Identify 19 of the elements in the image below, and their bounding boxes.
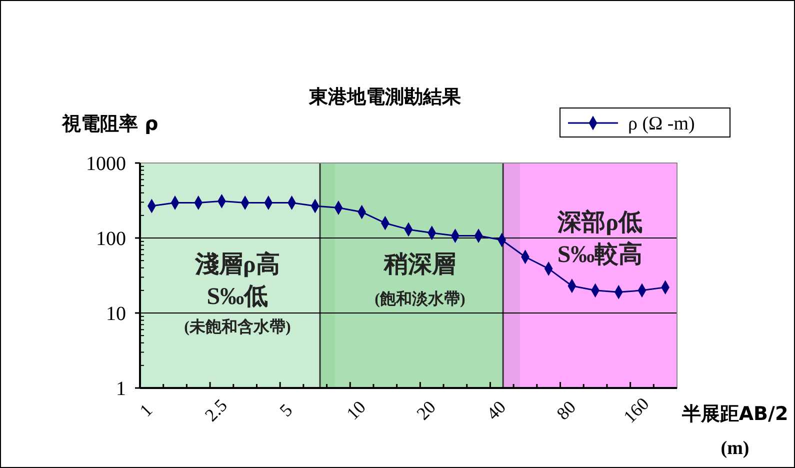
x-tick-label: 80 <box>552 396 580 424</box>
x-tick-label: 5 <box>276 400 296 420</box>
x-tick-label: 1 <box>136 400 156 420</box>
x-tick-label: 2.5 <box>200 395 231 426</box>
annotation: 稍深層 (飽和淡水帶) <box>374 252 466 308</box>
y-axis-title: 視電阻率 ρ <box>61 113 158 135</box>
x-tick-label: 40 <box>482 396 510 424</box>
x-tick-label: 20 <box>412 396 440 424</box>
x-tick-label: 160 <box>620 394 653 427</box>
annotation: 深部ρ低 S‰較高 <box>556 209 643 268</box>
y-tick-label: 1000 <box>86 153 126 175</box>
y-tick-label: 100 <box>96 228 126 250</box>
x-axis-title: 半展距AB/2 (m) <box>680 403 788 459</box>
annotation: 淺層ρ高 S‰低 (未飽和含水帶) <box>184 250 291 336</box>
x-tick-label: 10 <box>342 396 370 424</box>
y-tick-label: 10 <box>106 303 126 325</box>
y-tick-label: 1 <box>116 378 126 400</box>
chart-title: 東港地電測勘結果 <box>308 86 462 108</box>
legend-label: ρ (Ω -m) <box>628 114 695 135</box>
